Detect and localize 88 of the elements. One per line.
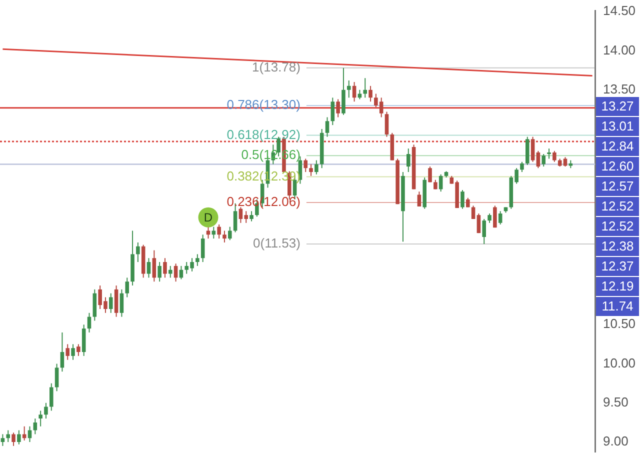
candlestick (325, 116, 330, 138)
candlestick (212, 226, 216, 240)
text: 12.19 (601, 278, 634, 294)
candlestick (71, 344, 75, 360)
candlestick (22, 426, 26, 441)
candlestick (49, 382, 54, 412)
candlestick (206, 226, 210, 240)
ref-line-label: 1(13.78) (252, 60, 300, 75)
y-tick-label: 10.00 (603, 355, 636, 370)
candlestick (547, 148, 551, 160)
candlestick (146, 258, 151, 278)
candlestick (222, 230, 226, 243)
candlestick (304, 158, 308, 173)
candlestick (60, 332, 64, 372)
text: 12.52 (601, 198, 634, 214)
candlestick (174, 263, 178, 282)
candlestick (76, 344, 80, 356)
candlestick (536, 150, 540, 169)
annotation: D (204, 210, 213, 225)
candlestick (498, 210, 502, 225)
candlestick (38, 410, 42, 427)
candlestick (314, 160, 318, 175)
candlestick (228, 226, 232, 241)
candlestick (44, 402, 48, 420)
y-tick-label: 9.50 (603, 394, 628, 410)
candlestick (168, 265, 172, 278)
candlestick (0, 434, 5, 446)
y-tick-label: 9.00 (603, 434, 628, 449)
candlestick (158, 262, 162, 282)
text: 13.01 (601, 118, 634, 134)
candlestick (12, 432, 16, 446)
text: 12.60 (601, 158, 634, 174)
candlestick (552, 150, 556, 162)
candlestick (217, 224, 221, 240)
text: 12.52 (601, 218, 634, 234)
ref-line-label: 0.618(12.92) (226, 126, 300, 142)
candlestick (82, 324, 86, 356)
candlestick (342, 67, 346, 116)
candlestick (563, 156, 568, 168)
text: 12.84 (601, 138, 634, 154)
candlestick (330, 97, 335, 126)
candlestick (92, 288, 97, 322)
y-tick-label: 14.00 (603, 42, 636, 58)
text: 12.38 (601, 238, 634, 254)
candlestick (488, 213, 492, 224)
candlestick (108, 292, 113, 314)
text: 12.37 (601, 258, 634, 274)
candlestick (476, 213, 481, 234)
candlestick (368, 85, 372, 102)
candlestick (33, 418, 38, 435)
candlestick (530, 136, 535, 162)
candlestick (417, 191, 422, 207)
candlestick (363, 78, 368, 98)
candlestick (309, 164, 313, 176)
candlestick (54, 363, 59, 392)
candlestick (250, 210, 254, 222)
candlestick (346, 80, 351, 98)
text: 11.74 (602, 298, 634, 314)
y-tick-label: 13.50 (603, 81, 636, 96)
candlestick (460, 190, 464, 210)
candlestick (152, 250, 156, 282)
y-tick-label: 14.50 (603, 3, 636, 18)
candlestick (120, 288, 124, 318)
candlestick (428, 166, 432, 183)
candlestick (6, 430, 10, 443)
ref-line-label: 0(11.53) (253, 236, 300, 251)
candlestick (87, 312, 92, 333)
candlestick (471, 205, 476, 220)
text: 12.57 (601, 178, 634, 194)
text: 13.27 (601, 98, 634, 114)
candlestick (542, 154, 546, 168)
candlestick (196, 254, 200, 266)
candlestick (520, 161, 524, 173)
candlestick (125, 277, 130, 298)
candlestick (66, 344, 70, 360)
candlestick (406, 148, 410, 173)
candlestick (336, 98, 340, 118)
candlestick (163, 258, 167, 278)
candlestick (384, 111, 389, 138)
candlestick (493, 205, 497, 228)
candlestick (136, 242, 140, 263)
candlestick (438, 174, 443, 192)
y-tick-label: 10.50 (603, 316, 636, 332)
candlestick (352, 82, 356, 102)
candlestick (482, 218, 486, 245)
candlestick (17, 430, 21, 445)
candlestick (200, 234, 205, 263)
candlestick (114, 285, 118, 318)
